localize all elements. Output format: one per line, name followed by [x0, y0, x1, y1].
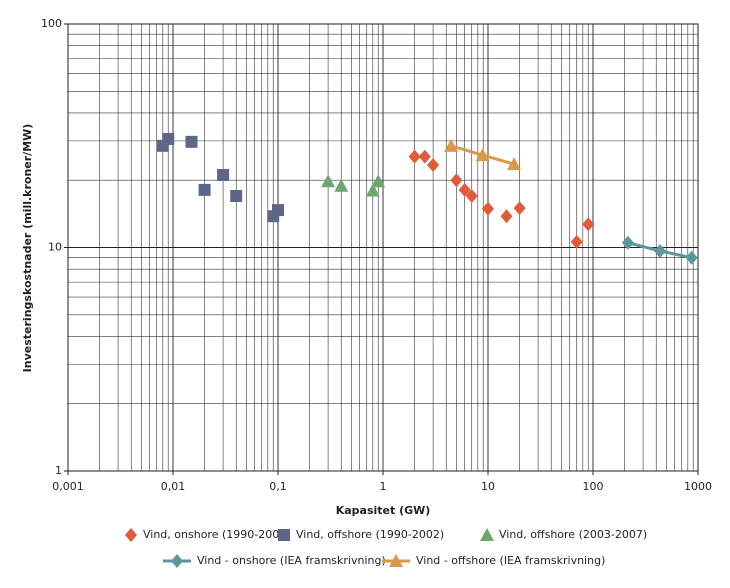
marker-diamond [458, 182, 471, 197]
x-tick-label: 100 [583, 480, 604, 493]
legend-label: Vind, offshore (2003-2007) [499, 528, 647, 541]
marker-diamond [513, 201, 526, 216]
marker-triangle [365, 183, 380, 197]
marker-square [198, 183, 211, 196]
x-tick-label: 1 [380, 480, 387, 493]
marker-diamond [582, 217, 595, 232]
marker-square [272, 204, 284, 217]
legend-label: Vind, onshore (1990-2006) [143, 528, 291, 541]
legend-marker [171, 554, 183, 568]
x-tick-label: 0,01 [161, 480, 186, 493]
plot-frame [67, 23, 699, 472]
marker-diamond [500, 209, 513, 224]
marker-triangle [444, 138, 459, 152]
x-tick-label: 0,001 [52, 480, 84, 493]
marker-diamond [570, 234, 583, 249]
legend-label: Vind - onshore (IEA framskrivning) [197, 554, 386, 567]
marker-triangle [321, 174, 336, 188]
legend-marker [125, 528, 137, 542]
legend-marker [389, 554, 403, 567]
legend-marker [278, 529, 290, 541]
marker-square [162, 132, 175, 145]
marker-triangle [475, 148, 490, 162]
marker-diamond [408, 149, 421, 164]
marker-triangle [334, 178, 349, 192]
legend-marker [480, 528, 494, 541]
x-axis-title: Kapasitet (GW) [336, 504, 431, 517]
marker-triangle [507, 157, 522, 171]
marker-triangle [371, 174, 386, 188]
marker-diamond [685, 250, 698, 265]
x-tick-label: 0,1 [269, 480, 287, 493]
marker-square [230, 189, 243, 202]
marker-square [217, 169, 230, 182]
x-tick-label: 10 [481, 480, 495, 493]
x-tick-label: 1000 [684, 480, 712, 493]
y-axis-title: Investeringskostnader (mill.kroner/MW) [21, 124, 34, 373]
y-tick-label: 100 [41, 17, 62, 30]
marker-diamond [427, 157, 440, 172]
marker-diamond [418, 149, 431, 164]
marker-diamond [654, 243, 667, 258]
marker-diamond [450, 173, 463, 188]
legend-label: Vind - offshore (IEA framskrivning) [416, 554, 605, 567]
y-tick-label: 1 [55, 464, 62, 477]
y-tick-label: 10 [48, 241, 62, 254]
marker-diamond [465, 188, 478, 203]
marker-diamond [621, 235, 634, 250]
marker-square [185, 135, 198, 148]
legend-label: Vind, offshore (1990-2002) [296, 528, 444, 541]
marker-diamond [482, 201, 494, 216]
